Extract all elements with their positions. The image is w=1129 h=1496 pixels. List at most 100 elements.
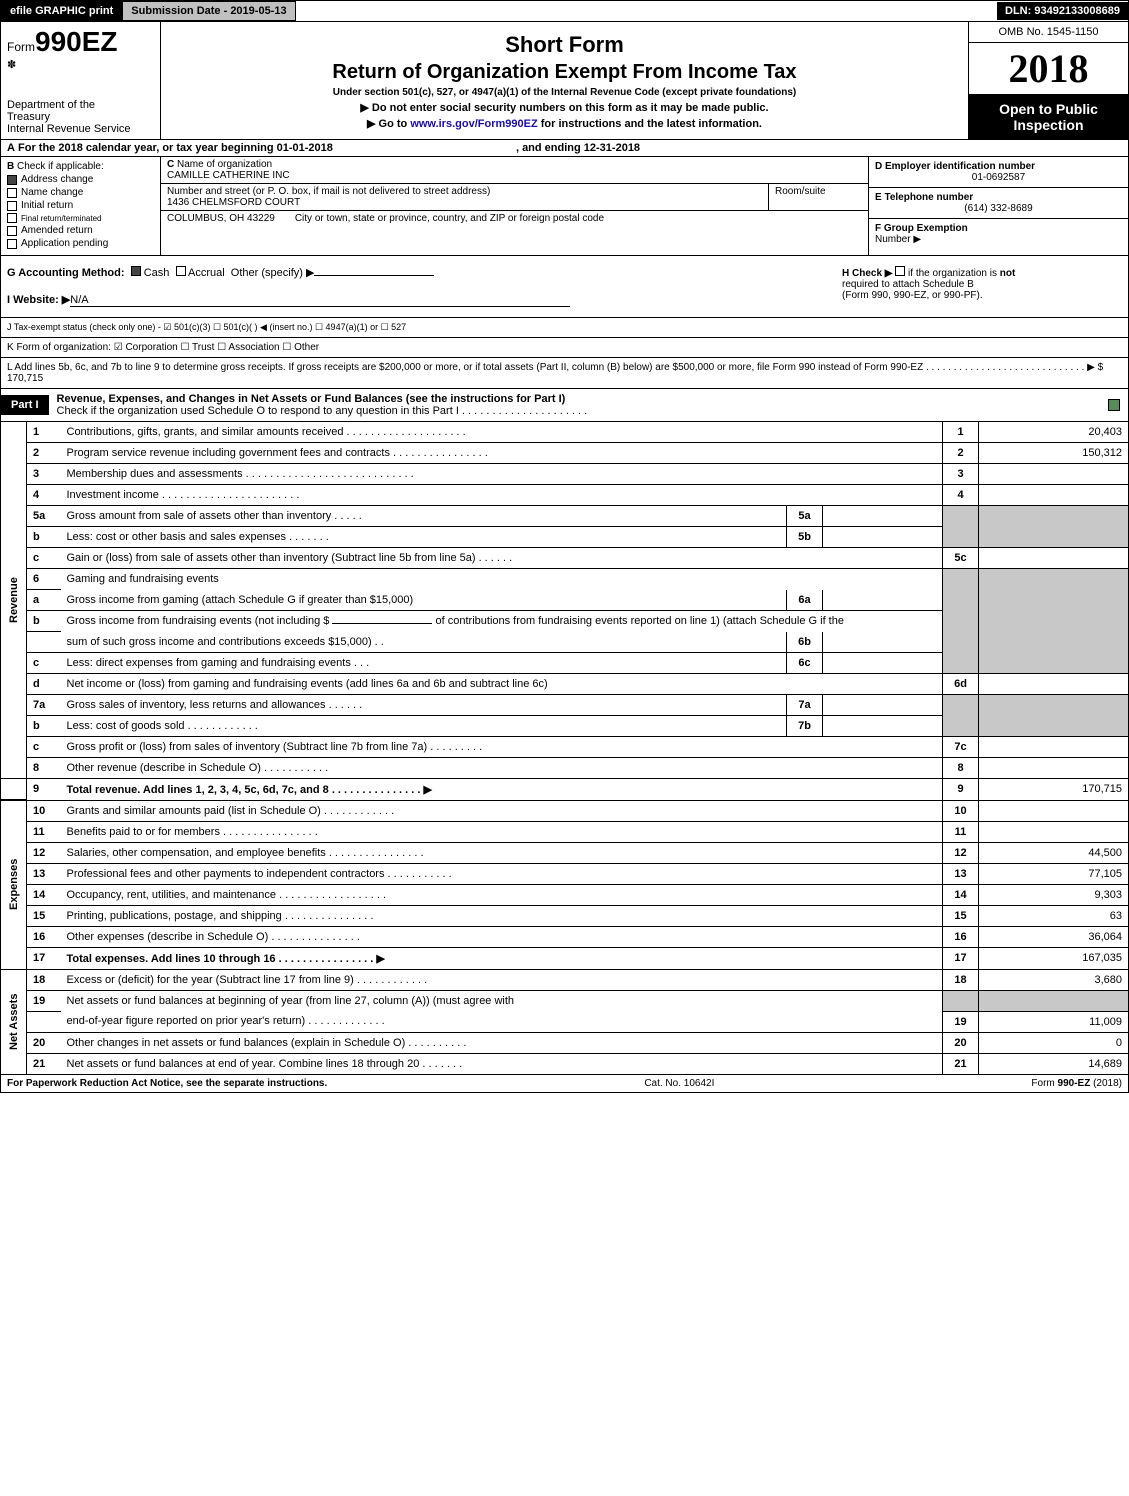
line-7b-sub: 7b <box>787 715 823 736</box>
line-1-amt: 20,403 <box>979 422 1129 443</box>
chk-final-return[interactable] <box>7 213 17 223</box>
line-9-desc-text: Total revenue. Add lines 1, 2, 3, 4, 5c,… <box>67 784 432 796</box>
phone-value: (614) 332-8689 <box>875 203 1122 214</box>
footer: For Paperwork Reduction Act Notice, see … <box>0 1075 1129 1093</box>
line-20-amt: 0 <box>979 1032 1129 1053</box>
line-19-grey <box>943 990 979 1011</box>
chk-amended-return[interactable] <box>7 226 17 236</box>
line-19-grey-amt <box>979 990 1129 1011</box>
org-name: CAMILLE CATHERINE INC <box>167 170 862 181</box>
line-12-num: 12 <box>27 842 61 863</box>
line-6d-desc: Net income or (loss) from gaming and fun… <box>61 673 943 694</box>
line-7ab-grey <box>943 694 979 736</box>
line-2-amt: 150,312 <box>979 443 1129 464</box>
line-18-amt: 3,680 <box>979 969 1129 990</box>
chk-h[interactable] <box>895 266 905 276</box>
room-suite: Room/suite <box>768 184 868 211</box>
chk-application-pending[interactable] <box>7 239 17 249</box>
line-17-num: 17 <box>27 947 61 969</box>
line-20-desc: Other changes in net assets or fund bala… <box>61 1032 943 1053</box>
line-6b-num: b <box>27 611 61 632</box>
part-1-header: Part I Revenue, Expenses, and Changes in… <box>0 389 1129 422</box>
dept-line-1: Department of the <box>7 99 154 111</box>
goto-line: ▶ Go to www.irs.gov/Form990EZ for instru… <box>167 117 962 130</box>
line-2-rnum: 2 <box>943 443 979 464</box>
line-5a-desc: Gross amount from sale of assets other t… <box>61 506 787 527</box>
addr-label: Number and street (or P. O. box, if mail… <box>167 186 762 197</box>
dept-line-3: Internal Revenue Service <box>7 123 154 135</box>
line-21-amt: 14,689 <box>979 1053 1129 1074</box>
line-17-amt: 167,035 <box>979 947 1129 969</box>
top-bar-left: efile GRAPHIC print Submission Date - 20… <box>1 1 296 21</box>
line-4-num: 4 <box>27 485 61 506</box>
line-5c-rnum: 5c <box>943 548 979 569</box>
form-prefix: Form <box>7 40 35 54</box>
opt-initial-return: Initial return <box>21 200 73 211</box>
line-19-desc2: end-of-year figure reported on prior yea… <box>61 1011 943 1032</box>
line-8-num: 8 <box>27 757 61 778</box>
part-1-label: Part I <box>1 395 49 415</box>
form-header: Form990EZ ✽ Department of the Treasury I… <box>0 22 1129 140</box>
line-2-desc: Program service revenue including govern… <box>61 443 943 464</box>
line-6b-input[interactable] <box>332 623 432 624</box>
line-6d-num: d <box>27 673 61 694</box>
g-other: Other (specify) ▶ <box>231 267 315 279</box>
line-7ab-grey-amt <box>979 694 1129 736</box>
irs-link[interactable]: www.irs.gov/Form990EZ <box>410 118 537 130</box>
line-5c-amt <box>979 548 1129 569</box>
d-label: D Employer identification number <box>875 161 1122 172</box>
line-1-num: 1 <box>27 422 61 443</box>
efile-print-button[interactable]: efile GRAPHIC print <box>1 1 122 21</box>
open-line-2: Inspection <box>971 117 1126 133</box>
line-15-desc: Printing, publications, postage, and shi… <box>61 905 943 926</box>
line-13-amt: 77,105 <box>979 863 1129 884</box>
footer-right: Form 990-EZ (2018) <box>1031 1078 1122 1089</box>
chk-address-change[interactable] <box>7 175 17 185</box>
chk-initial-return[interactable] <box>7 201 17 211</box>
line-9-desc: Total revenue. Add lines 1, 2, 3, 4, 5c,… <box>61 778 943 800</box>
part-1-checkbox[interactable] <box>1108 399 1120 411</box>
line-17-text: Total expenses. Add lines 10 through 16 … <box>67 953 385 965</box>
line-14-amt: 9,303 <box>979 884 1129 905</box>
line-14-desc: Occupancy, rent, utilities, and maintena… <box>61 884 943 905</box>
line-5a-val <box>823 506 943 527</box>
submission-date: Submission Date - 2019-05-13 <box>122 1 295 21</box>
line-6b-desc3: sum of such gross income and contributio… <box>61 632 787 653</box>
line-16-num: 16 <box>27 926 61 947</box>
g-cash: Cash <box>144 267 170 279</box>
g-label: G Accounting Method: <box>7 267 125 279</box>
chk-accrual[interactable] <box>176 266 186 276</box>
opt-name-change: Name change <box>21 187 83 198</box>
line-7a-val <box>823 694 943 715</box>
website-value: N/A <box>70 294 570 307</box>
line-19-num: 19 <box>27 990 61 1011</box>
line-7c-desc: Gross profit or (loss) from sales of inv… <box>61 736 943 757</box>
chk-name-change[interactable] <box>7 188 17 198</box>
open-line-1: Open to Public <box>971 101 1126 117</box>
line-1-desc: Contributions, gifts, grants, and simila… <box>61 422 943 443</box>
i-label: I Website: ▶ <box>7 294 70 306</box>
line-17-desc: Total expenses. Add lines 10 through 16 … <box>61 947 943 969</box>
addr-value: 1436 CHELMSFORD COURT <box>167 197 762 208</box>
side-rev-end <box>1 778 27 800</box>
g-accrual: Accrual <box>188 267 225 279</box>
line-16-amt: 36,064 <box>979 926 1129 947</box>
c-city-row: COLUMBUS, OH 43229 City or town, state o… <box>161 211 868 226</box>
line-5b-num: b <box>27 527 61 548</box>
line-5a-sub: 5a <box>787 506 823 527</box>
line-18-rnum: 18 <box>943 969 979 990</box>
line-8-desc: Other revenue (describe in Schedule O) .… <box>61 757 943 778</box>
line-4-desc: Investment income . . . . . . . . . . . … <box>61 485 943 506</box>
line-6b-val <box>823 632 943 653</box>
line-7a-sub: 7a <box>787 694 823 715</box>
c-label: C <box>167 159 174 170</box>
g-other-input[interactable] <box>314 275 434 276</box>
line-5b-val <box>823 527 943 548</box>
line-13-desc: Professional fees and other payments to … <box>61 863 943 884</box>
line-6c-desc: Less: direct expenses from gaming and fu… <box>61 652 787 673</box>
chk-cash[interactable] <box>131 266 141 276</box>
line-j: J Tax-exempt status (check only one) - ☑… <box>0 318 1129 338</box>
line-13-rnum: 13 <box>943 863 979 884</box>
line-15-rnum: 15 <box>943 905 979 926</box>
line-12-desc: Salaries, other compensation, and employ… <box>61 842 943 863</box>
